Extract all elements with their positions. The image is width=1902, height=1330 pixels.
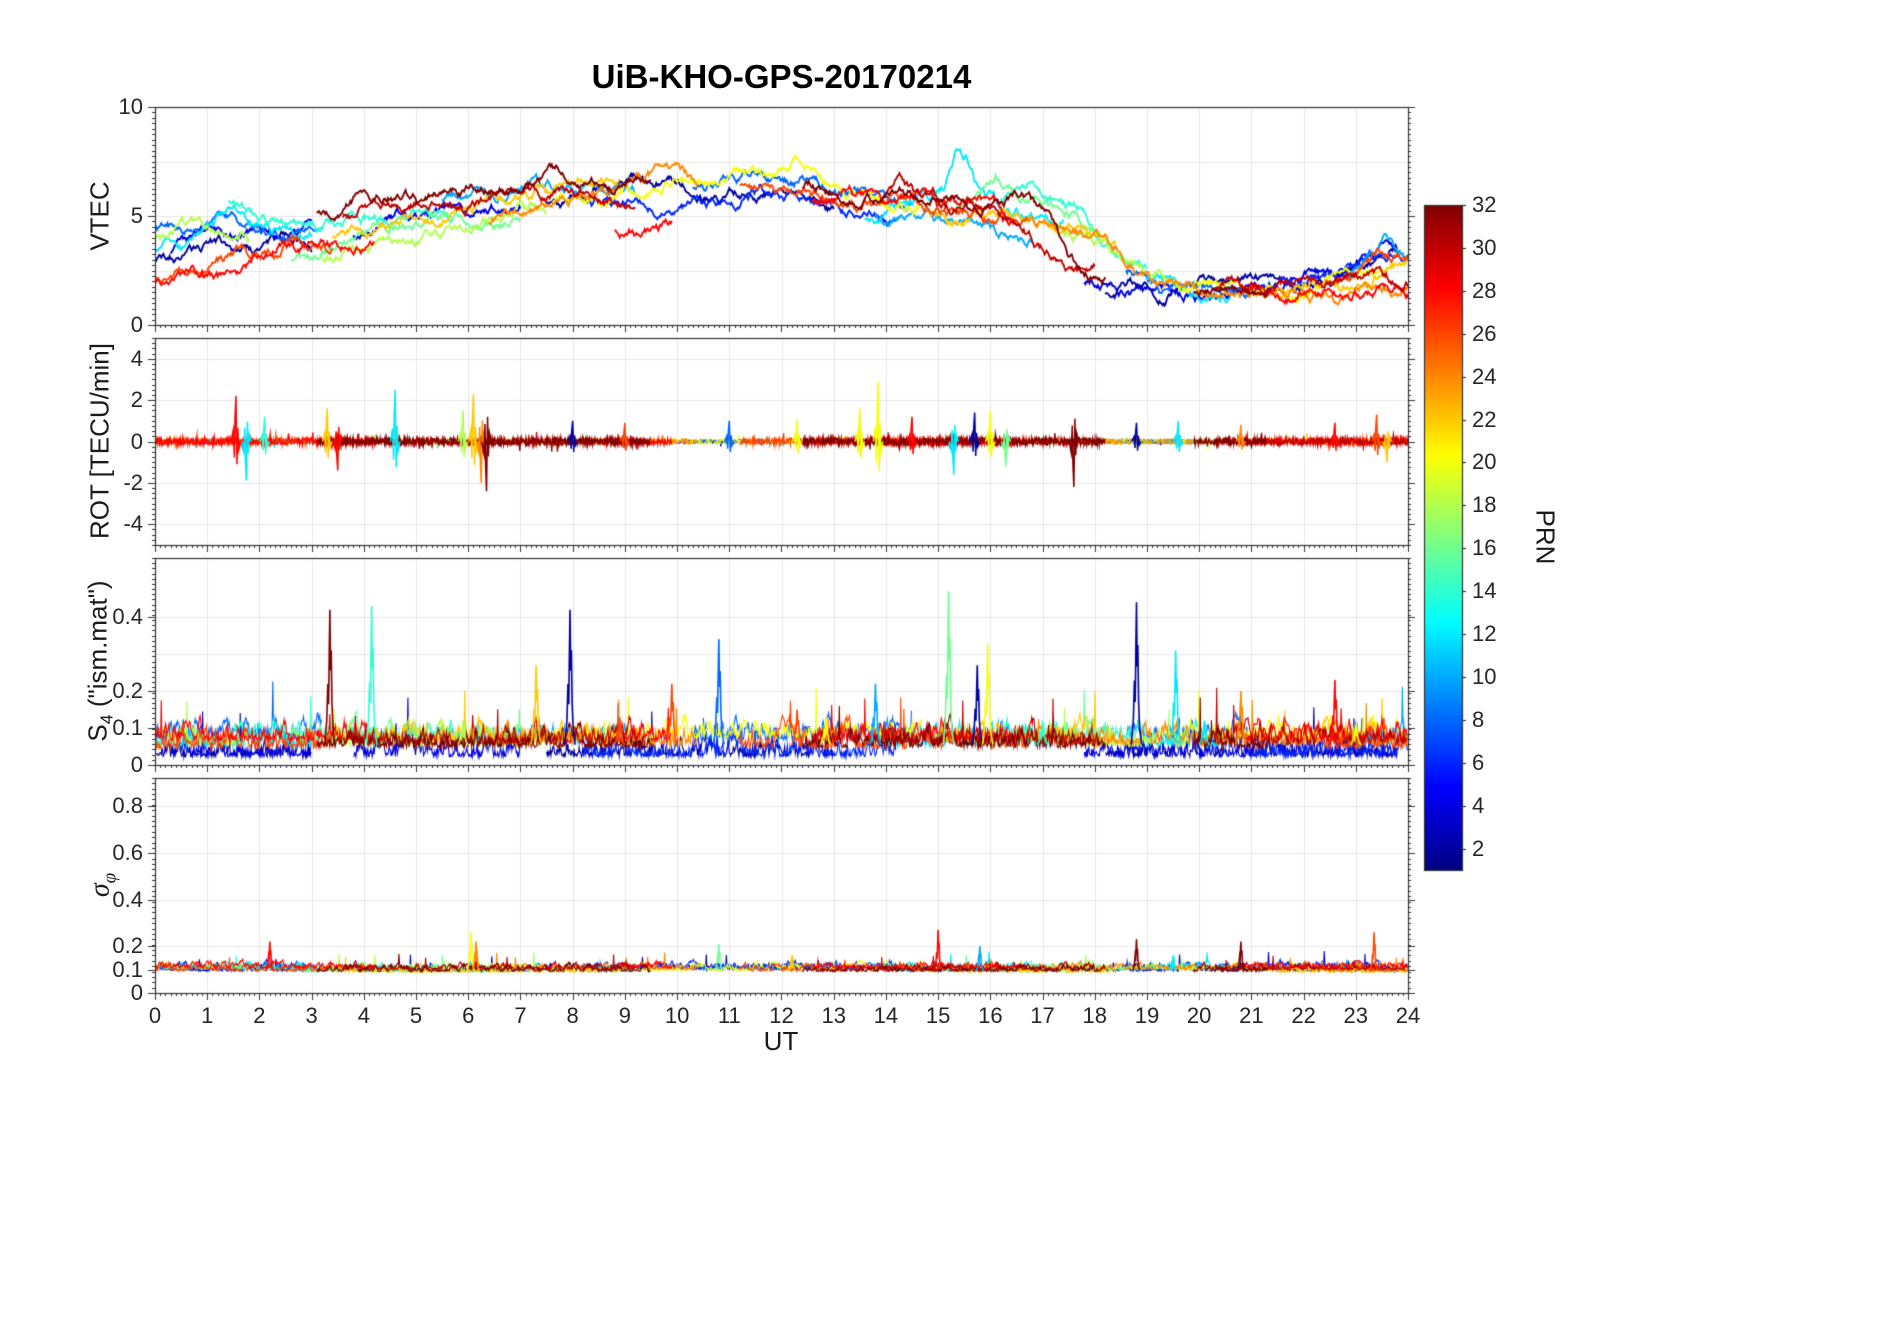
colorbar-tick-label: 12 (1472, 621, 1497, 647)
s4-ytick-label: 0 (130, 752, 143, 777)
x-tick-label: 17 (1030, 1003, 1055, 1028)
x-tick-label: 15 (925, 1003, 951, 1028)
vtec-ytick-label: 5 (130, 203, 143, 228)
sigma_phi-ytick-label: 0.2 (112, 933, 143, 959)
rot-ytick-label: -2 (123, 469, 143, 495)
colorbar-label-prn: PRN (1530, 509, 1561, 565)
colorbar-tick-label: 26 (1472, 320, 1497, 346)
x-tick-label: 19 (1134, 1003, 1160, 1028)
sigma_phi-ytick-label: 0.4 (112, 886, 143, 912)
s4-label-rest: ("ism.mat") (82, 580, 113, 715)
x-tick-label: 2 (253, 1003, 266, 1028)
colorbar-tick-label: 16 (1472, 535, 1497, 561)
colorbar-tick-label: 4 (1472, 792, 1485, 818)
x-tick-label: 8 (566, 1003, 579, 1028)
s4-ytick-label: 0.2 (112, 678, 143, 704)
xlabel-ut: UT (763, 1026, 799, 1056)
colorbar-tick-label: 20 (1472, 449, 1497, 475)
colorbar-tick-label: 8 (1472, 706, 1485, 732)
s4-ytick-label: 0.4 (112, 604, 143, 630)
x-tick-label: 21 (1239, 1003, 1264, 1028)
x-tick-label: 24 (1395, 1003, 1421, 1028)
x-tick-label: 5 (409, 1003, 423, 1028)
x-tick-label: 23 (1343, 1003, 1369, 1028)
colorbar-tick-label: 24 (1472, 363, 1497, 389)
colorbar-tick-label: 2 (1472, 835, 1485, 861)
colorbar-tick-label: 30 (1472, 234, 1497, 260)
colorbar-tick-label: 22 (1472, 406, 1497, 432)
sigma_phi-ytick-label: 0.8 (112, 793, 143, 819)
sigma-label-sub: φ (99, 872, 121, 884)
x-tick-label: 0 (148, 1003, 162, 1028)
x-tick-label: 3 (305, 1003, 318, 1028)
s4-ytick-label: 0.1 (112, 715, 143, 741)
x-tick-label: 11 (717, 1003, 741, 1028)
x-tick-label: 16 (978, 1003, 1003, 1028)
chart-title: UiB-KHO-GPS-20170214 (591, 58, 972, 95)
x-tick-label: 22 (1291, 1003, 1316, 1028)
rot-ytick-label: -4 (123, 511, 143, 537)
ylabel-rot: ROT [TECU/min] (84, 343, 115, 539)
x-tick-label: 4 (357, 1003, 370, 1028)
sigma_phi-ytick-label: 0.6 (112, 839, 143, 865)
colorbar-tick-label: 28 (1472, 277, 1497, 303)
rot-ytick-label: 4 (130, 345, 143, 371)
x-tick-label: 9 (618, 1003, 631, 1028)
colorbar-tick-label: 14 (1472, 578, 1497, 604)
x-tick-label: 7 (514, 1003, 527, 1028)
x-tick-label: 14 (873, 1003, 899, 1028)
x-tick-label: 10 (664, 1003, 690, 1028)
colorbar-tick-label: 18 (1472, 492, 1497, 518)
x-tick-label: 6 (462, 1003, 475, 1028)
sigma_phi-ytick-label: 0.1 (112, 956, 143, 982)
x-tick-label: 1 (201, 1003, 214, 1028)
x-tick-label: 13 (821, 1003, 846, 1028)
sigma_phi-ytick-label: 0 (130, 980, 143, 1005)
vtec-ytick-label: 0 (130, 312, 143, 337)
vtec-ytick-label: 10 (118, 94, 143, 119)
colorbar-tick-label: 10 (1472, 663, 1497, 689)
colorbar-tick-label: 32 (1472, 192, 1497, 217)
x-tick-label: 20 (1186, 1003, 1212, 1028)
s4-label-main: S (82, 724, 113, 742)
ylabel-vtec: VTEC (84, 181, 115, 251)
sigma-label-main: σ (84, 883, 116, 898)
rot-ytick-label: 2 (130, 387, 143, 413)
colorbar-tick-label: 6 (1472, 749, 1485, 775)
x-tick-label: 12 (769, 1003, 794, 1028)
x-tick-label: 18 (1082, 1003, 1107, 1028)
rot-ytick-label: 0 (130, 428, 143, 454)
